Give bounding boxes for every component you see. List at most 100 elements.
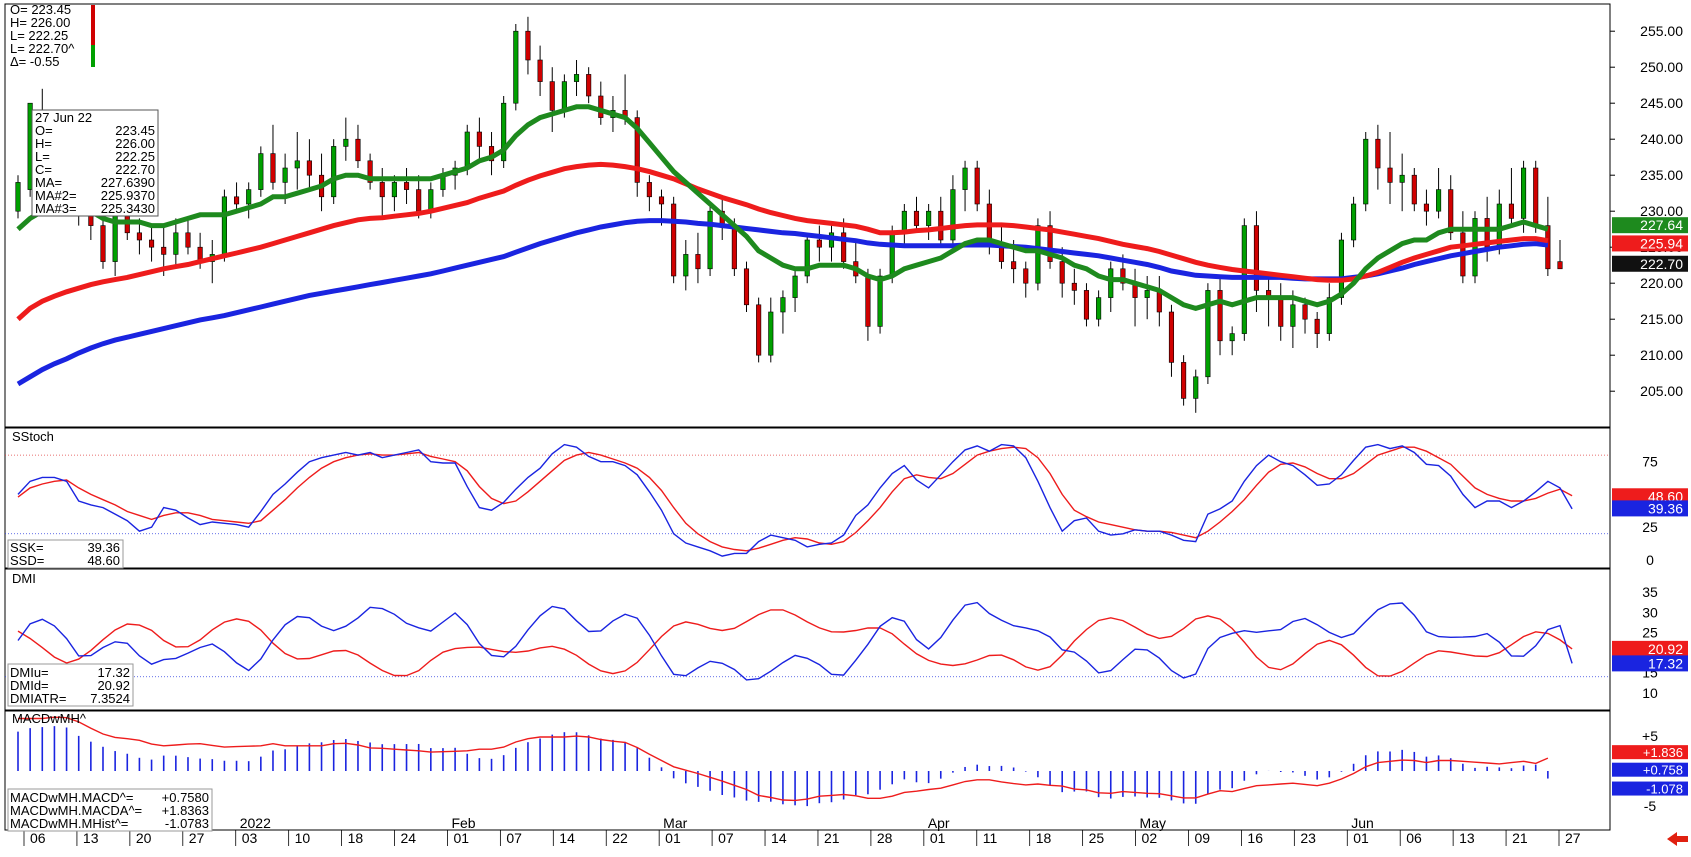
candle-up [768, 311, 774, 356]
candle-down [1411, 174, 1417, 205]
candle-up [1351, 203, 1357, 241]
x-date-label: 21 [824, 830, 840, 846]
mini-down-bar [91, 5, 95, 45]
x-date-label: 09 [1194, 830, 1210, 846]
x-date-label: 07 [506, 830, 522, 846]
x-month-label: Jun [1351, 815, 1374, 831]
dmi-readout-value: 17.32 [97, 665, 130, 680]
x-date-label: 24 [401, 830, 417, 846]
macd-marker-label: -1.078 [1646, 782, 1683, 797]
macd-marker-box [1612, 745, 1688, 760]
dmi-readout-value: 7.3524 [90, 691, 130, 706]
ohlc-low: L= 222.25 [10, 28, 68, 43]
candle-up [683, 254, 689, 277]
dmi-tick-label: 10 [1642, 685, 1658, 701]
candle-up [1193, 376, 1199, 399]
macd-readout-value: +1.8363 [162, 803, 209, 818]
macd-readout-value: +0.7580 [162, 790, 209, 805]
candle-down [731, 225, 737, 270]
candle-down [658, 196, 665, 205]
stoch-tick-label: 25 [1642, 519, 1658, 535]
candle-down [185, 232, 191, 248]
candle-down [1302, 304, 1308, 320]
candle-up [573, 74, 580, 82]
candle-down [379, 182, 385, 198]
macd-readout: MACDwMH.MACD^= +0.7580 MACDwMH.MACDA^= +1.8… [7, 788, 213, 832]
macd-tick-label: +5 [1642, 728, 1658, 744]
candle-down [1448, 189, 1454, 234]
x-month-label: Feb [451, 815, 475, 831]
candle-up [173, 232, 179, 255]
candle-up [889, 232, 895, 277]
x-date-label: 14 [559, 830, 575, 846]
price-marker-box [1612, 255, 1688, 272]
candle-down [525, 30, 531, 61]
x-month-label: Apr [928, 815, 950, 831]
info-row-label: H= [35, 136, 52, 151]
candle-down [1557, 261, 1563, 270]
macd-tick-label: -5 [1644, 798, 1657, 814]
macd-marker-label: +0.758 [1643, 763, 1683, 778]
panel-frame-dmi [4, 568, 1611, 711]
price-marker-label: 222.70 [1640, 256, 1683, 272]
x-date-label: 07 [718, 830, 734, 846]
ma1-line [16, 104, 1549, 312]
price-tick-label: 210.00 [1640, 347, 1683, 363]
candle-up [1205, 290, 1211, 378]
candle-down [1168, 311, 1175, 363]
candle-up [258, 153, 264, 190]
dmi-tick-label: 25 [1642, 624, 1658, 640]
x-date-label: 13 [1459, 830, 1475, 846]
x-date-label: 27 [189, 830, 205, 846]
candle-up [1472, 218, 1478, 277]
info-date: 27 Jun 22 [35, 110, 92, 125]
info-row-label: O= [35, 123, 53, 138]
candle-up [391, 182, 397, 198]
scroll-right-arrow-icon[interactable] [1667, 832, 1688, 846]
x-date-label: 18 [348, 830, 364, 846]
candle-up [1436, 189, 1442, 212]
candle-down [743, 268, 750, 306]
candle-down [270, 153, 276, 183]
stoch-marker-box [1612, 488, 1688, 505]
x-month-label: 2022 [240, 815, 271, 831]
candle-up [1399, 174, 1405, 183]
candle-up [1338, 239, 1344, 298]
x-date-label: 28 [877, 830, 893, 846]
ohlc-close: L= 222.70^ [10, 41, 75, 56]
price-marker-label: 225.94 [1640, 235, 1683, 251]
candle-down [646, 182, 652, 198]
candle-down [695, 254, 701, 270]
dmi-readout-value: 20.92 [97, 678, 130, 693]
candle-down [1314, 318, 1320, 334]
candle-up [246, 189, 252, 205]
moving-averages-layer [16, 104, 1549, 387]
stoch-readout: SSK= 39.36 SSD= 48.60 [7, 539, 124, 569]
info-row-label: MA#3= [35, 201, 77, 216]
price-tick-label: 255.00 [1640, 23, 1683, 39]
candle-down [537, 59, 543, 82]
price-tick-label: 220.00 [1640, 275, 1683, 291]
candle-up [282, 167, 288, 183]
price-tick-label: 215.00 [1640, 311, 1683, 327]
dmi-up-line [17, 601, 1573, 681]
x-date-label: 01 [930, 830, 946, 846]
candle-down [998, 246, 1005, 262]
ma2-line [16, 161, 1549, 322]
candle-up [15, 182, 21, 212]
candle-up [792, 275, 798, 298]
candle-down [403, 182, 410, 190]
macd-readout-label: MACDwMH.MACD^= [10, 790, 133, 805]
candle-down [598, 95, 604, 118]
info-row-label: MA= [35, 175, 62, 190]
price-tick-label: 250.00 [1640, 59, 1683, 75]
info-row-value: 223.45 [115, 123, 155, 138]
stoch-marker-label: 48.60 [1648, 488, 1683, 504]
ssk-value: 39.36 [87, 540, 120, 555]
dmi-marker-box [1612, 640, 1688, 657]
candle-up [501, 102, 507, 162]
x-date-label: 18 [1036, 830, 1052, 846]
x-date-label: 10 [295, 830, 311, 846]
candle-up [926, 210, 932, 226]
candle-up [1035, 225, 1041, 284]
